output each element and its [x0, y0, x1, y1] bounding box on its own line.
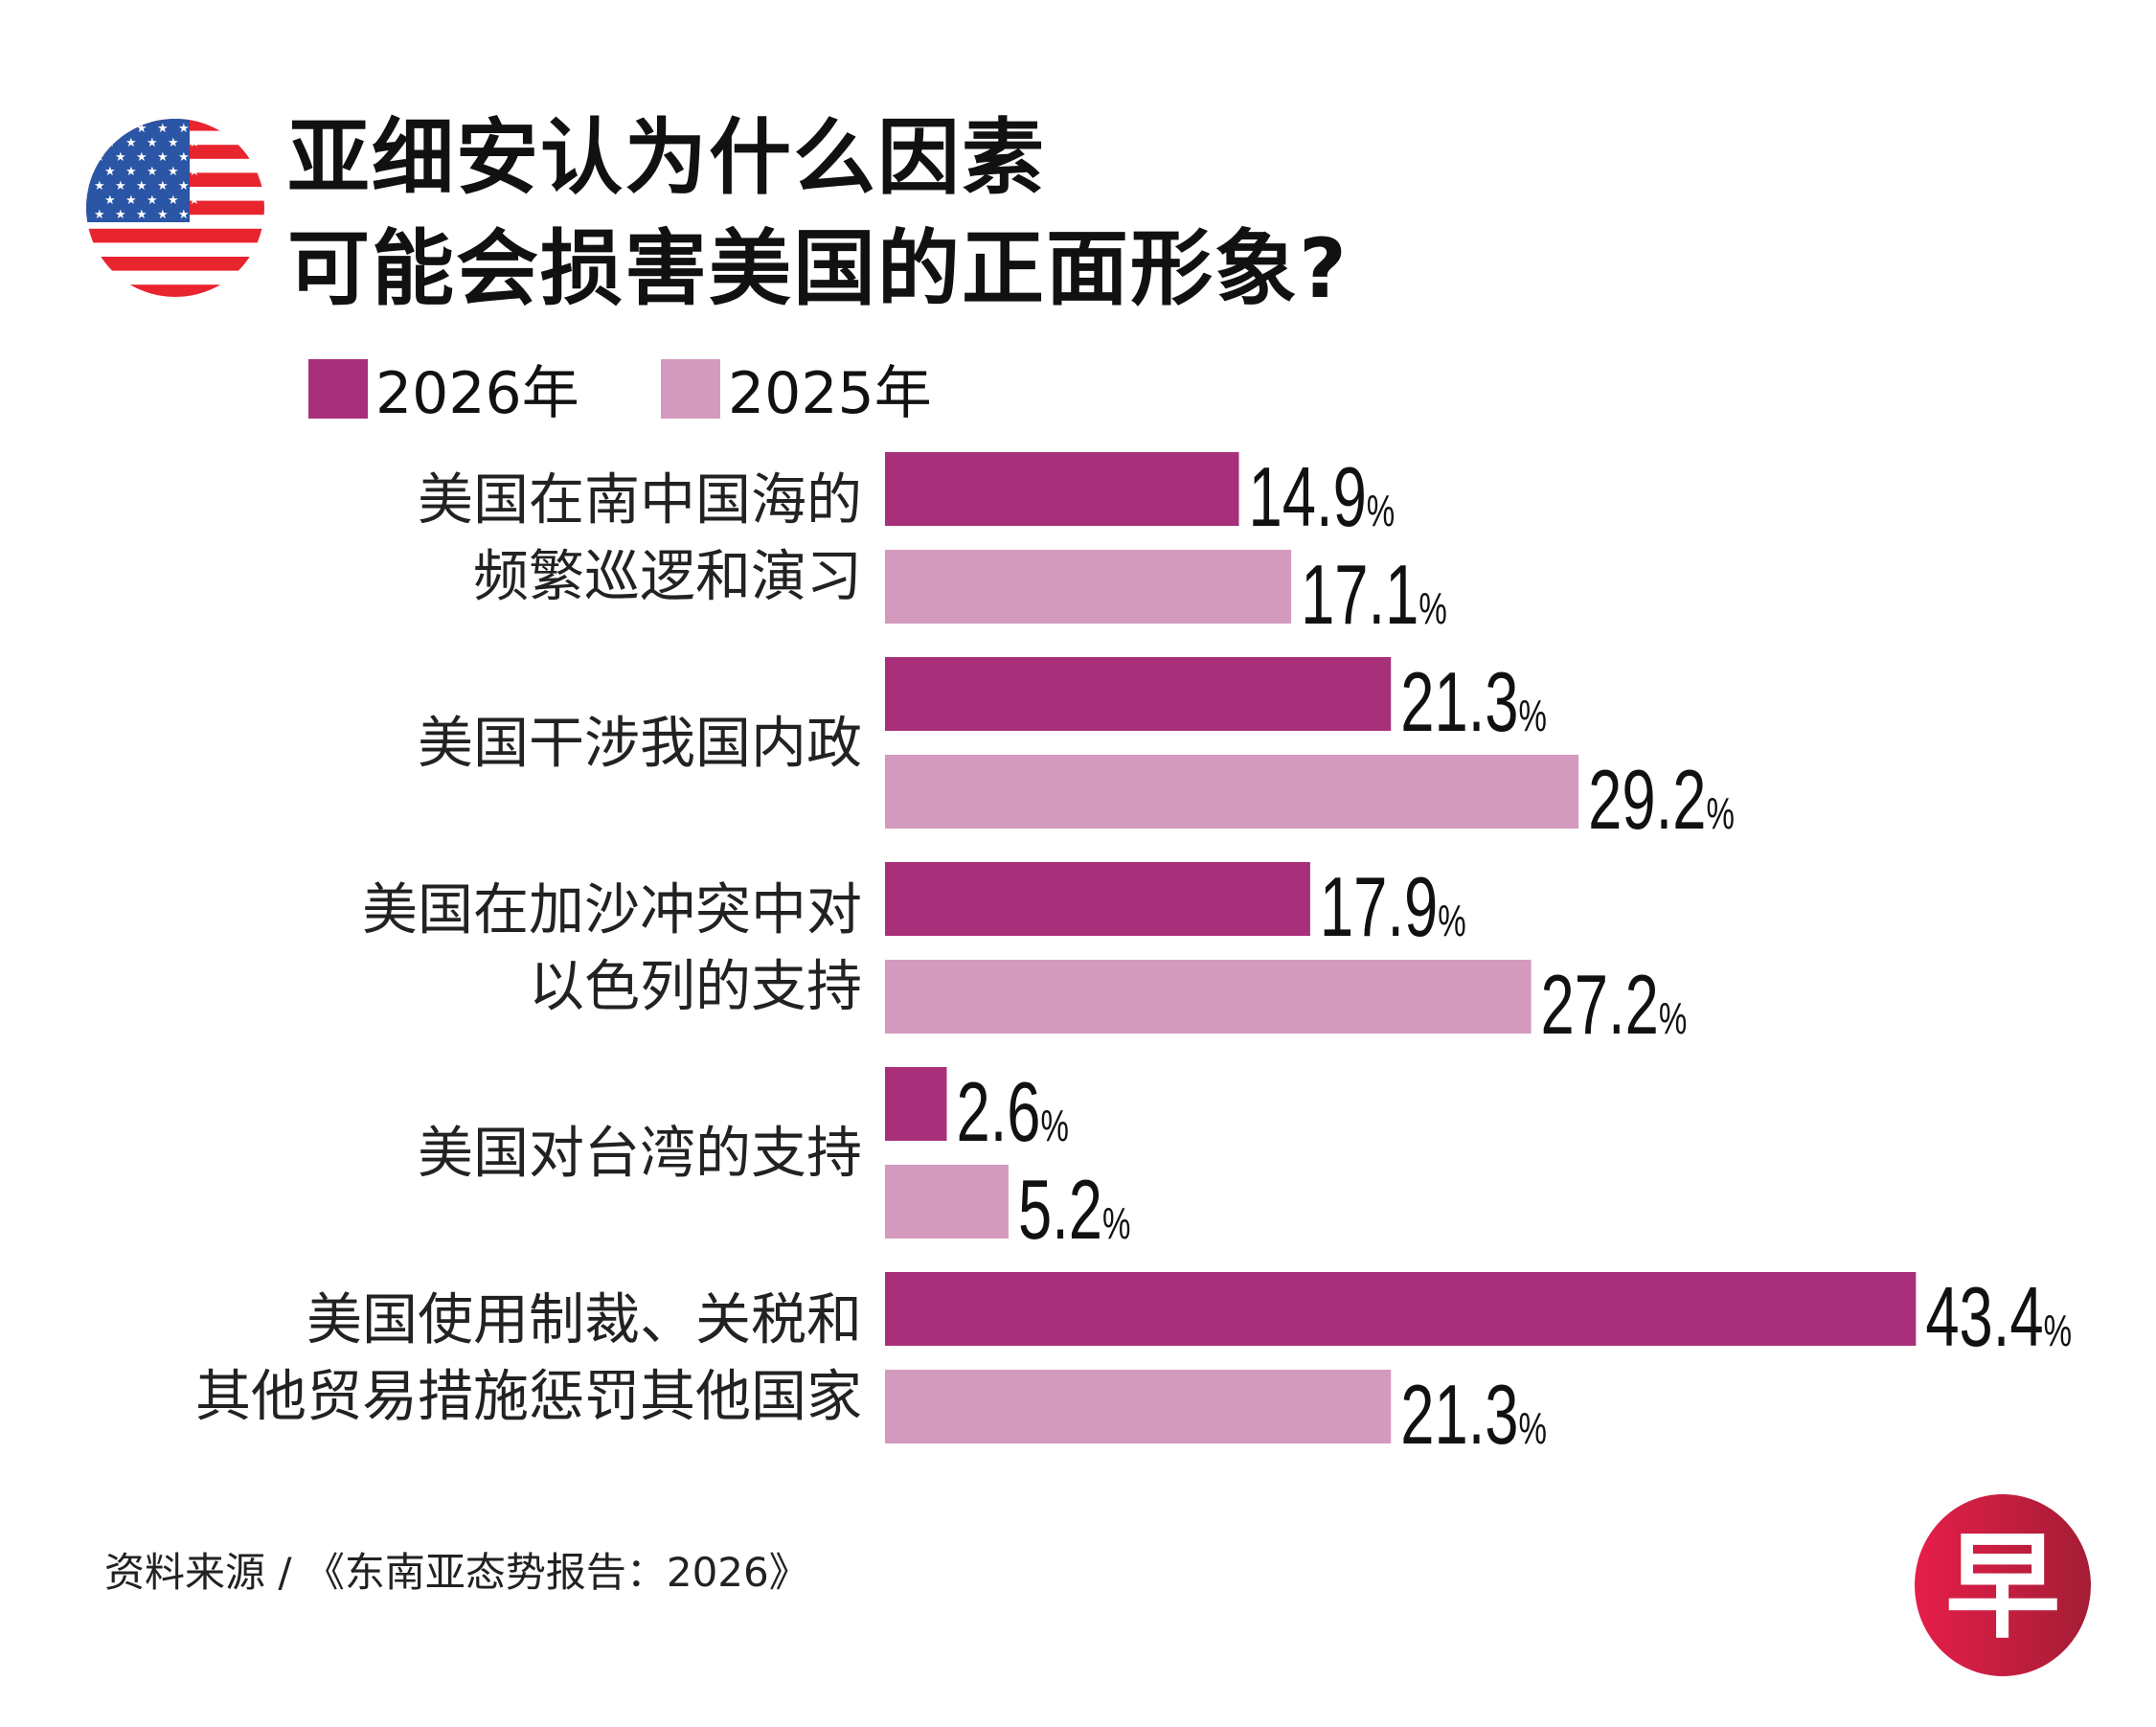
data-label: 17.9%	[1320, 861, 1466, 955]
bar-2025	[885, 1165, 1009, 1238]
data-label: 5.2%	[1018, 1164, 1131, 1258]
data-label: 17.1%	[1301, 549, 1447, 643]
percent-unit: %	[1659, 995, 1687, 1043]
flag-star-icon: ★	[136, 150, 148, 165]
category-label: 其他贸易措施惩罚其他国家	[195, 1364, 862, 1429]
flag-star-icon: ★	[168, 136, 179, 150]
percent-unit: %	[2044, 1307, 2072, 1355]
legend-label-2026: 2026年	[375, 360, 579, 427]
flag-star-icon: ★	[125, 165, 137, 179]
category-label: 美国使用制裁、关税和	[306, 1287, 862, 1352]
data-label: 27.2%	[1541, 959, 1688, 1053]
category-label: 美国干涉我国内政	[418, 711, 862, 776]
bar-2026	[885, 1067, 947, 1141]
percent-unit: %	[1418, 585, 1446, 633]
source-note: 资料来源 / 《东南亚态势报告：2026》	[104, 1549, 809, 1596]
flag-star-icon: ★	[125, 136, 137, 150]
category-label: 频繁巡逻和演习	[473, 544, 862, 609]
category-label: 以色列的支持	[529, 954, 862, 1019]
flag-star-icon: ★	[104, 165, 116, 179]
percent-unit: %	[1041, 1102, 1069, 1150]
percent-unit: %	[1438, 898, 1465, 945]
flag-star-icon: ★	[189, 165, 200, 179]
bar-2026	[885, 1272, 1917, 1346]
flag-star-icon: ★	[94, 208, 105, 222]
category-label: 美国在南中国海的	[418, 467, 862, 533]
flag-star-icon: ★	[147, 193, 158, 208]
flag-stripe	[86, 257, 264, 271]
flag-star-icon: ★	[157, 150, 169, 165]
bar-2026	[885, 862, 1310, 936]
percent-unit: %	[1519, 693, 1547, 740]
flag-star-icon: ★	[189, 136, 200, 150]
category-label: 美国在加沙冲突中对	[362, 877, 862, 943]
flag-star-icon: ★	[94, 179, 105, 193]
flag-star-icon: ★	[147, 136, 158, 150]
percent-unit: %	[1706, 790, 1734, 838]
data-label: 43.4%	[1925, 1271, 2072, 1365]
flag-star-icon: ★	[168, 165, 179, 179]
bar-2025	[885, 1370, 1392, 1443]
bar-2025	[885, 755, 1579, 829]
flag-star-icon: ★	[157, 179, 169, 193]
bar-2026	[885, 657, 1392, 731]
flag-star-icon: ★	[178, 122, 190, 136]
data-label: 21.3%	[1400, 1369, 1547, 1463]
flag-star-icon: ★	[157, 122, 169, 136]
flag-star-icon: ★	[147, 165, 158, 179]
percent-unit: %	[1367, 488, 1395, 535]
flag-star-icon: ★	[115, 150, 126, 165]
flag-stripe	[86, 228, 264, 243]
flag-star-icon: ★	[168, 193, 179, 208]
flag-star-icon: ★	[189, 193, 200, 208]
bar-2025	[885, 960, 1532, 1034]
flag-star-icon: ★	[115, 208, 126, 222]
data-label: 2.6%	[956, 1066, 1069, 1160]
logo-text: 早	[1945, 1519, 2060, 1654]
legend-swatch-2025	[661, 358, 720, 419]
chart-title-line1: 亚细安认为什么因素	[287, 110, 1046, 206]
legend-swatch-2026	[308, 358, 368, 419]
flag-star-icon: ★	[157, 208, 169, 222]
percent-unit: %	[1519, 1405, 1547, 1453]
flag-star-icon: ★	[178, 208, 190, 222]
flag-star-icon: ★	[136, 179, 148, 193]
flag-star-icon: ★	[115, 179, 126, 193]
legend-label-2025: 2025年	[728, 360, 932, 427]
flag-star-icon: ★	[178, 179, 190, 193]
bar-2026	[885, 452, 1239, 526]
zaobao-logo: 早	[1915, 1494, 2091, 1676]
flag-star-icon: ★	[104, 193, 116, 208]
chart-title-line2: 可能会损害美国的正面形象?	[287, 221, 1349, 317]
legend-item-2026: 2026年	[308, 347, 579, 430]
flag-star-icon: ★	[178, 150, 190, 165]
us-flag-icon: ★ ★ ★ ★ ★★ ★ ★ ★ ★★ ★ ★ ★ ★★ ★ ★ ★ ★★ ★ ★ ★ ★★ ★ ★ ★ ★★ ★ ★ ★ ★	[86, 119, 264, 297]
data-label: 29.2%	[1588, 754, 1735, 848]
bar-2025	[885, 550, 1292, 624]
data-label: 14.9%	[1249, 451, 1396, 545]
legend-item-2025: 2025年	[661, 347, 932, 430]
flag-star-icon: ★	[136, 208, 148, 222]
flag-star-icon: ★	[125, 193, 137, 208]
data-label: 21.3%	[1400, 656, 1547, 750]
flag-star-icon: ★	[136, 122, 148, 136]
percent-unit: %	[1102, 1200, 1130, 1248]
category-label: 美国对台湾的支持	[418, 1121, 862, 1186]
